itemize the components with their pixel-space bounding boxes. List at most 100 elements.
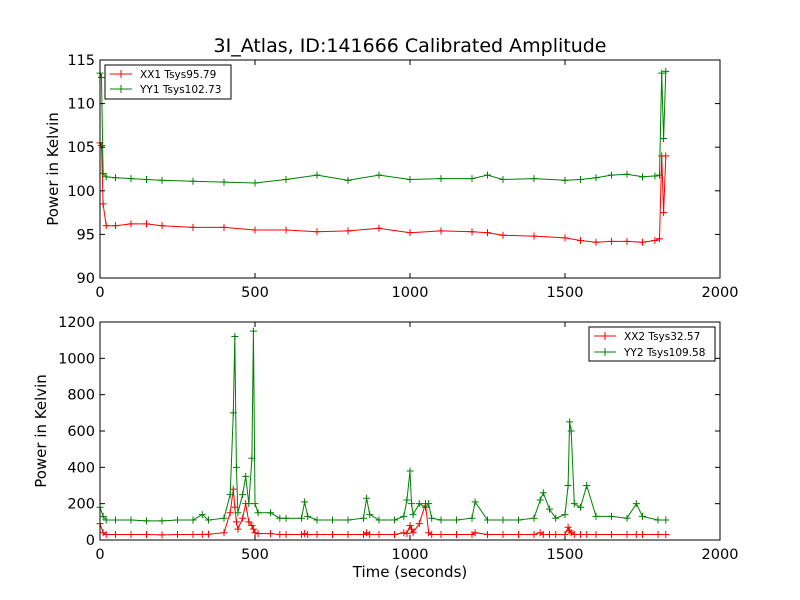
data-point-marker	[408, 500, 416, 508]
data-point-marker	[232, 463, 240, 471]
data-point-marker	[249, 327, 257, 335]
data-point-marker	[499, 531, 507, 539]
y-tick-label: 95	[77, 227, 95, 243]
data-point-marker	[360, 531, 367, 539]
top-legend-label-xx1: XX1 Tsys95.79	[140, 69, 216, 81]
data-point-marker	[375, 224, 383, 232]
data-point-marker	[561, 511, 569, 519]
data-point-marker	[651, 237, 659, 245]
data-point-marker	[415, 520, 423, 528]
data-point-marker	[127, 516, 135, 524]
data-point-marker	[313, 171, 321, 179]
data-point-marker	[437, 175, 445, 183]
data-point-marker	[409, 511, 417, 519]
x-tick-label: 2000	[702, 547, 739, 563]
data-point-marker	[539, 531, 547, 539]
y-tick-label: 1000	[58, 351, 95, 367]
data-point-marker	[632, 531, 640, 539]
data-point-marker	[536, 496, 544, 504]
data-point-marker	[112, 516, 119, 524]
data-point-marker	[623, 237, 631, 245]
data-point-marker	[99, 200, 107, 208]
x-tick-label: 1000	[392, 547, 429, 563]
data-point-marker	[408, 525, 416, 533]
data-point-marker	[608, 531, 615, 539]
data-point-marker	[552, 531, 560, 539]
data-point-marker	[344, 531, 352, 539]
data-point-marker	[220, 514, 228, 522]
data-point-marker	[189, 177, 197, 185]
x-tick-label: 0	[95, 285, 104, 301]
data-point-marker	[639, 531, 646, 539]
x-tick-label: 1000	[392, 285, 429, 301]
y-tick-label: 115	[67, 53, 95, 69]
top-legend-label-yy1: YY1 Tsys102.73	[139, 84, 221, 96]
data-point-marker	[561, 234, 569, 242]
data-point-marker	[198, 511, 206, 519]
data-point-marker	[158, 176, 166, 184]
data-point-marker	[158, 531, 166, 539]
data-point-marker	[656, 235, 664, 243]
data-point-marker	[662, 152, 670, 160]
bottom-legend: XX2 Tsys32.57 YY2 Tsys109.58	[588, 326, 716, 362]
data-point-marker	[98, 73, 106, 81]
x-tick-label: 500	[241, 547, 269, 563]
y-tick-label: 800	[67, 388, 95, 404]
data-point-marker	[539, 489, 547, 497]
data-point-marker	[234, 525, 242, 533]
data-point-marker	[662, 67, 670, 75]
bottom-legend-label-xx2: XX2 Tsys32.57	[624, 331, 700, 343]
data-point-marker	[453, 516, 460, 524]
data-point-marker	[608, 237, 615, 245]
series-line-yy2	[99, 331, 666, 522]
data-point-marker	[499, 175, 507, 183]
data-point-marker	[471, 529, 479, 537]
data-point-marker	[484, 171, 491, 179]
data-point-marker	[415, 500, 423, 508]
data-point-marker	[99, 169, 107, 177]
data-point-marker	[313, 516, 321, 524]
data-point-marker	[158, 222, 166, 230]
bottom-legend-box	[588, 326, 716, 362]
data-point-marker	[577, 237, 584, 245]
data-point-marker	[530, 531, 538, 539]
y-tick-label: 90	[77, 271, 95, 287]
data-point-marker	[660, 134, 668, 142]
data-point-marker	[329, 516, 336, 524]
data-point-marker	[220, 223, 228, 231]
top-legend: XX1 Tsys95.79 YY1 Tsys102.73	[104, 64, 232, 100]
data-point-marker	[428, 514, 436, 522]
data-point-marker	[577, 503, 584, 511]
data-point-marker	[301, 530, 309, 538]
data-point-marker	[403, 496, 411, 504]
data-point-marker	[298, 514, 305, 522]
data-point-marker	[499, 231, 507, 239]
data-point-marker	[592, 531, 600, 539]
data-point-marker	[409, 529, 417, 537]
data-point-marker	[484, 229, 491, 237]
x-tick-label: 0	[95, 547, 104, 563]
data-point-marker	[583, 482, 591, 489]
data-point-marker	[639, 238, 646, 246]
series-line-xx2	[99, 489, 666, 536]
data-point-marker	[484, 516, 491, 524]
data-point-marker	[375, 171, 383, 179]
bottom-y-axis-label: Power in Kelvin	[32, 374, 50, 488]
data-point-marker	[623, 531, 631, 539]
data-point-marker	[102, 173, 110, 181]
data-point-marker	[304, 531, 312, 539]
data-point-marker	[468, 228, 476, 236]
data-point-marker	[282, 514, 290, 522]
data-point-marker	[360, 514, 367, 522]
chart-title: 3I_Atlas, ID:141666 Calibrated Amplitude	[214, 35, 607, 57]
data-point-marker	[570, 531, 578, 539]
data-point-marker	[143, 175, 150, 183]
top-y-axis-label: Power in Kelvin	[44, 112, 62, 226]
data-point-marker	[564, 482, 572, 489]
data-point-marker	[530, 232, 538, 240]
data-point-marker	[229, 485, 237, 493]
data-point-marker	[468, 514, 476, 522]
data-point-marker	[583, 531, 591, 539]
data-point-marker	[437, 531, 445, 539]
